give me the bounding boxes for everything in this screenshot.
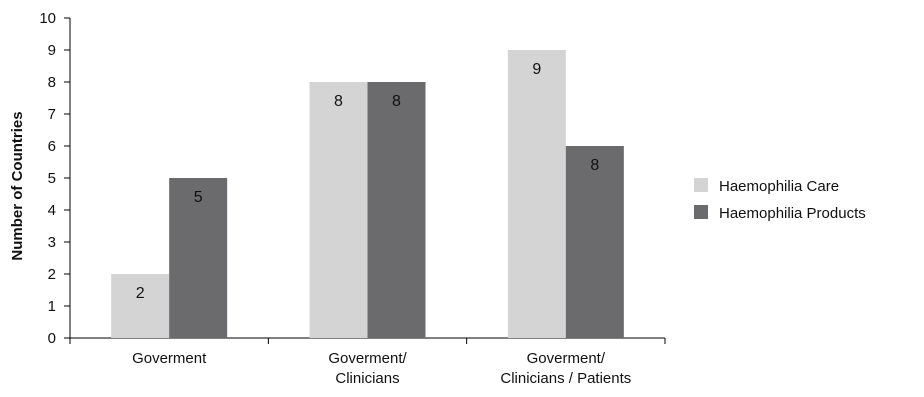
legend-label: Haemophilia Care (719, 178, 839, 195)
y-tick-label: 4 (48, 202, 56, 219)
x-category-label: Goverment/ (527, 350, 606, 367)
legend: Haemophilia Care Haemophilia Products (694, 178, 866, 222)
y-tick-label: 9 (48, 42, 56, 59)
y-tick-label: 10 (39, 10, 56, 27)
data-label: 9 (532, 61, 541, 78)
y-tick-label: 1 (48, 298, 56, 315)
data-label: 8 (334, 93, 343, 110)
x-axis: Goverment Goverment/Clinicians Goverment/C… (69, 337, 666, 387)
data-label: 8 (590, 157, 599, 174)
data-label: 5 (194, 189, 203, 206)
y-tick-label: 2 (48, 266, 56, 283)
legend-swatch (694, 178, 708, 192)
y-tick-label: 0 (48, 330, 56, 347)
y-axis-title: Number of Countries (9, 111, 26, 260)
x-category-label: Clinicians (335, 370, 399, 387)
y-tick-label: 7 (48, 106, 56, 123)
y-tick-label: 6 (48, 138, 56, 155)
bar (309, 82, 368, 338)
data-label: 8 (392, 93, 401, 110)
x-category-label: Goverment/ (328, 350, 407, 367)
bar (169, 178, 228, 338)
x-category-label: Clinicians / Patients (500, 370, 631, 387)
x-category-label: Goverment (132, 350, 207, 367)
bar (111, 274, 170, 338)
y-tick-label: 3 (48, 234, 56, 251)
legend-label: Haemophilia Products (719, 205, 866, 222)
data-label: 2 (136, 285, 145, 302)
bar (565, 146, 624, 338)
bar (507, 50, 566, 338)
legend-swatch (694, 205, 708, 219)
y-tick-label: 8 (48, 74, 56, 91)
y-tick-label: 5 (48, 170, 56, 187)
y-axis: 0 1 2 3 4 5 6 7 8 9 10 (39, 10, 71, 347)
bar (367, 82, 426, 338)
bars: 2 5 8 8 9 8 (111, 50, 624, 338)
